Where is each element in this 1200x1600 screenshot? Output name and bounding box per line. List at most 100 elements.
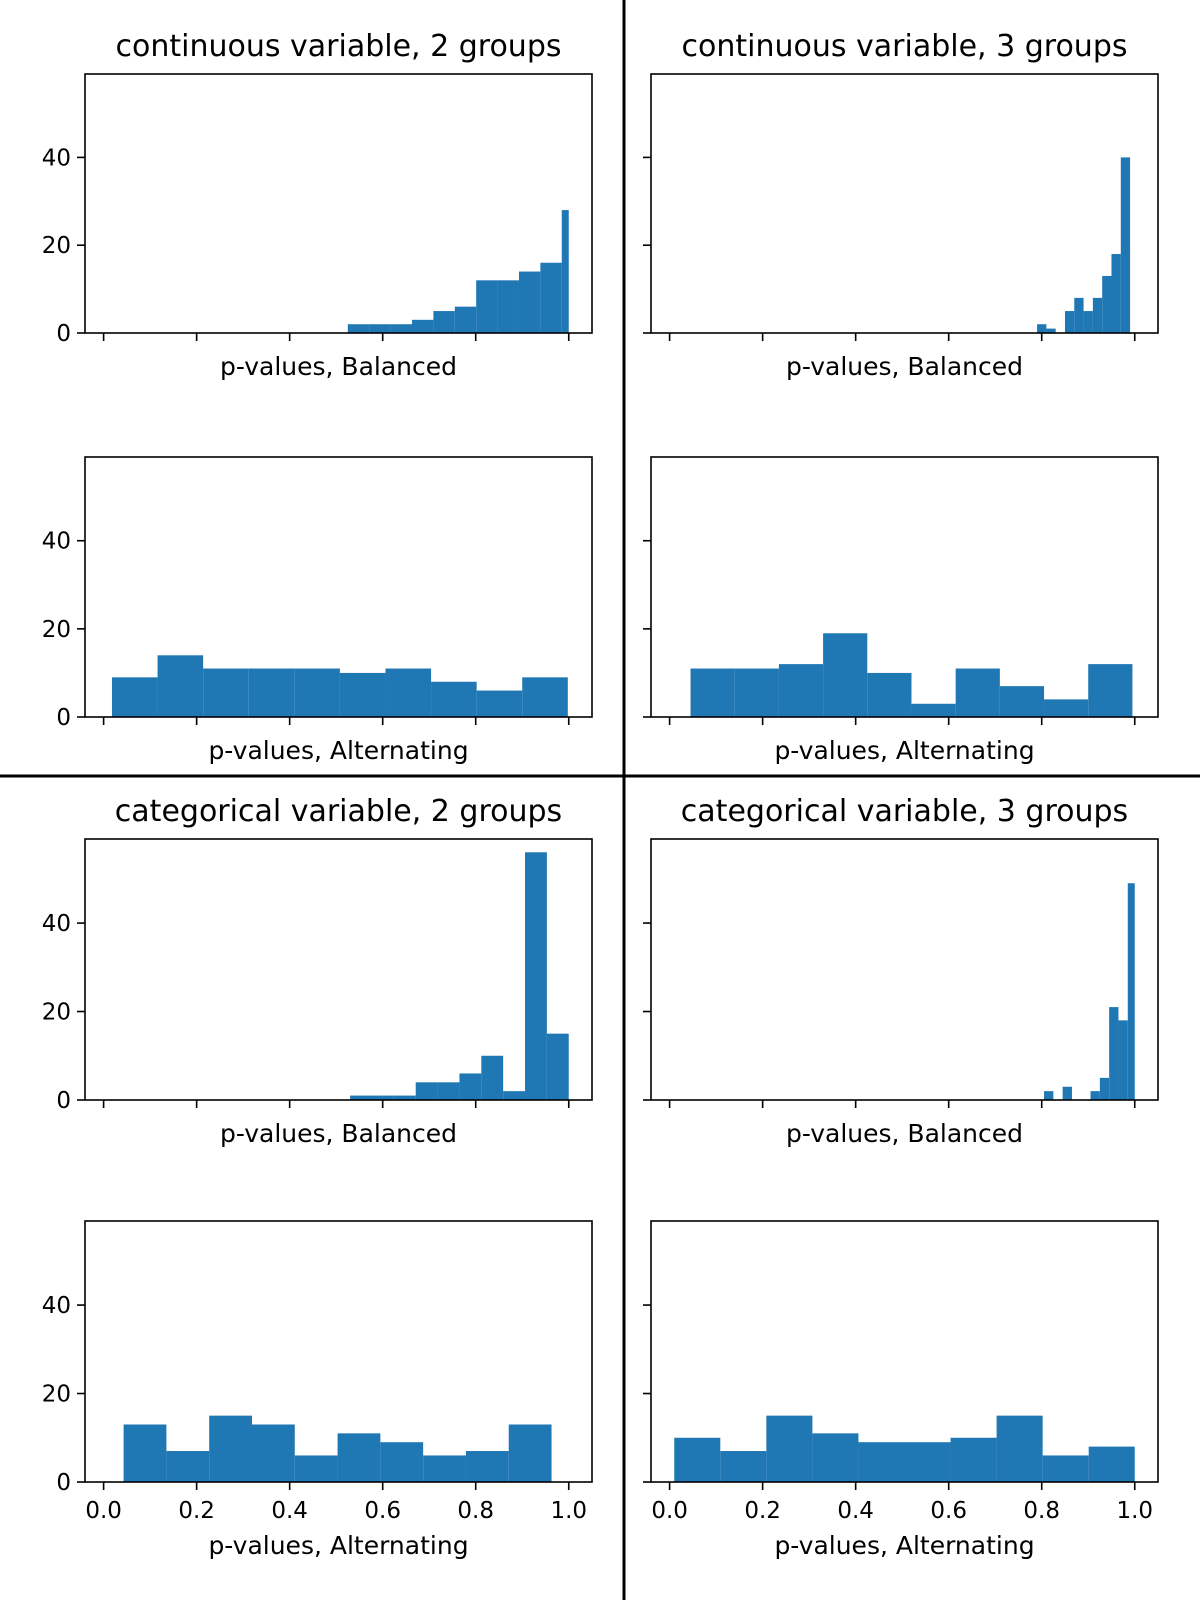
x-tick-label: 0.0 <box>651 1498 688 1524</box>
x-tick-label: 0.4 <box>271 1498 308 1524</box>
y-tick-label: 20 <box>42 1382 71 1408</box>
histogram-bar <box>1118 1020 1128 1100</box>
histogram-panel-3: 0 20 40 p-values, Alternating <box>42 456 593 765</box>
histogram-bar <box>766 1415 813 1482</box>
x-tick-label: 0.8 <box>1023 1498 1060 1524</box>
axes-frame <box>650 456 1159 718</box>
histogram-bar <box>540 262 562 333</box>
histogram-bar <box>525 852 547 1100</box>
histogram-bar <box>294 668 340 717</box>
histogram-bar <box>476 690 523 717</box>
histogram-bar <box>251 1424 295 1482</box>
histogram-bar <box>476 280 498 333</box>
y-tick-label: 40 <box>42 1293 71 1319</box>
histogram-bar <box>1092 297 1103 333</box>
histogram-bar <box>248 668 295 717</box>
y-tick-label: 40 <box>42 529 71 555</box>
x-axis-label: p-values, Alternating <box>774 1531 1034 1560</box>
panel-title: continuous variable, 2 groups <box>115 29 561 64</box>
histogram-panel-7: 0 20 40 0.0 0.2 0.4 0.6 0.8 1.0 p-values, Alterna… <box>42 1220 593 1560</box>
histogram-bar <box>454 306 477 333</box>
y-tick-label: 0 <box>56 1088 71 1114</box>
histogram-bar <box>380 1442 424 1482</box>
y-tick-label: 20 <box>42 617 71 643</box>
panel-grid: 0 20 40 p-values, Balanced continuous variab… <box>42 29 1159 1560</box>
x-axis-label: p-values, Alternating <box>208 1531 468 1560</box>
histogram-bar <box>431 681 477 717</box>
histogram-panel-8: 0.0 0.2 0.4 0.6 0.8 1.0 p-values, Alternating <box>643 1220 1159 1560</box>
y-tick-label: 40 <box>42 911 71 937</box>
panel-title: categorical variable, 2 groups <box>115 794 562 829</box>
x-tick-label: 0.8 <box>457 1498 494 1524</box>
histogram-bar <box>1074 297 1084 333</box>
histogram-bar <box>481 1055 504 1100</box>
histogram-panel-4: p-values, Alternating <box>643 456 1159 765</box>
histogram-bar <box>996 1415 1043 1482</box>
histogram-bar <box>1062 1086 1072 1100</box>
histogram-bar <box>1120 157 1131 333</box>
histogram-bar <box>950 1437 997 1482</box>
histogram-bar <box>411 319 434 333</box>
x-axis-label: p-values, Balanced <box>220 352 457 381</box>
axes-frame <box>84 456 593 718</box>
histogram-bar <box>1046 328 1056 333</box>
histogram-bar <box>294 1455 338 1482</box>
axes-frame <box>84 838 593 1101</box>
histogram-bar <box>1102 275 1112 333</box>
histogram-bar <box>1042 1455 1089 1482</box>
x-tick-label: 0.4 <box>837 1498 874 1524</box>
x-tick-label: 1.0 <box>1116 1498 1153 1524</box>
histogram-bar <box>1127 883 1135 1100</box>
histogram-bar <box>385 668 432 717</box>
x-tick-label: 0.6 <box>930 1498 967 1524</box>
histogram-bar <box>1044 699 1089 717</box>
x-tick-label: 0.0 <box>85 1498 122 1524</box>
histogram-bar <box>546 1033 569 1100</box>
x-tick-label: 0.2 <box>744 1498 781 1524</box>
histogram-bar <box>1099 1077 1110 1100</box>
histogram-bar <box>209 1415 252 1482</box>
x-axis-label: p-values, Balanced <box>786 352 1023 381</box>
y-tick-label: 40 <box>42 145 71 171</box>
panel-title: categorical variable, 3 groups <box>681 794 1128 829</box>
histogram-bar <box>203 668 249 717</box>
histogram-bar <box>778 664 824 717</box>
histogram-bar <box>123 1424 167 1482</box>
histogram-bar <box>465 1451 509 1482</box>
histogram-bar <box>867 672 912 717</box>
histogram-bar <box>720 1451 767 1482</box>
histogram-bar <box>858 1442 905 1482</box>
histogram-bar <box>433 311 455 333</box>
histogram-bar <box>423 1455 466 1482</box>
histogram-bar <box>459 1073 482 1100</box>
x-axis-label: p-values, Balanced <box>220 1119 457 1148</box>
histogram-bar <box>1088 664 1133 717</box>
histogram-bar <box>999 686 1045 717</box>
histogram-bar <box>337 1433 381 1482</box>
histogram-bar <box>1090 1091 1100 1100</box>
histogram-bar <box>911 703 956 717</box>
histogram-bar <box>390 324 412 333</box>
histogram-bar <box>1037 324 1047 333</box>
histogram-panel-2: p-values, Balanced continuous variable, 3… <box>643 29 1159 381</box>
panel-title: continuous variable, 3 groups <box>681 29 1127 64</box>
histogram-bar <box>393 1095 416 1100</box>
axes-frame <box>84 73 593 334</box>
histogram-bar <box>503 1091 526 1100</box>
x-tick-label: 0.2 <box>178 1498 215 1524</box>
histogram-bar <box>437 1082 460 1100</box>
histogram-bar <box>904 1442 951 1482</box>
histogram-bar <box>734 668 779 717</box>
y-tick-label: 0 <box>56 1470 71 1496</box>
histogram-bar <box>371 1095 394 1100</box>
histogram-bar <box>339 672 386 717</box>
histogram-panel-5: 0 20 40 p-values, Balanced categorical varia… <box>42 794 593 1148</box>
axes-frame <box>650 1220 1159 1483</box>
histogram-bar <box>812 1433 859 1482</box>
histogram-bar <box>518 271 541 333</box>
histogram-bar <box>1064 311 1075 333</box>
histogram-bar <box>955 668 1000 717</box>
histogram-panel-6: p-values, Balanced categorical variable, … <box>643 794 1159 1148</box>
y-tick-label: 0 <box>56 705 71 731</box>
